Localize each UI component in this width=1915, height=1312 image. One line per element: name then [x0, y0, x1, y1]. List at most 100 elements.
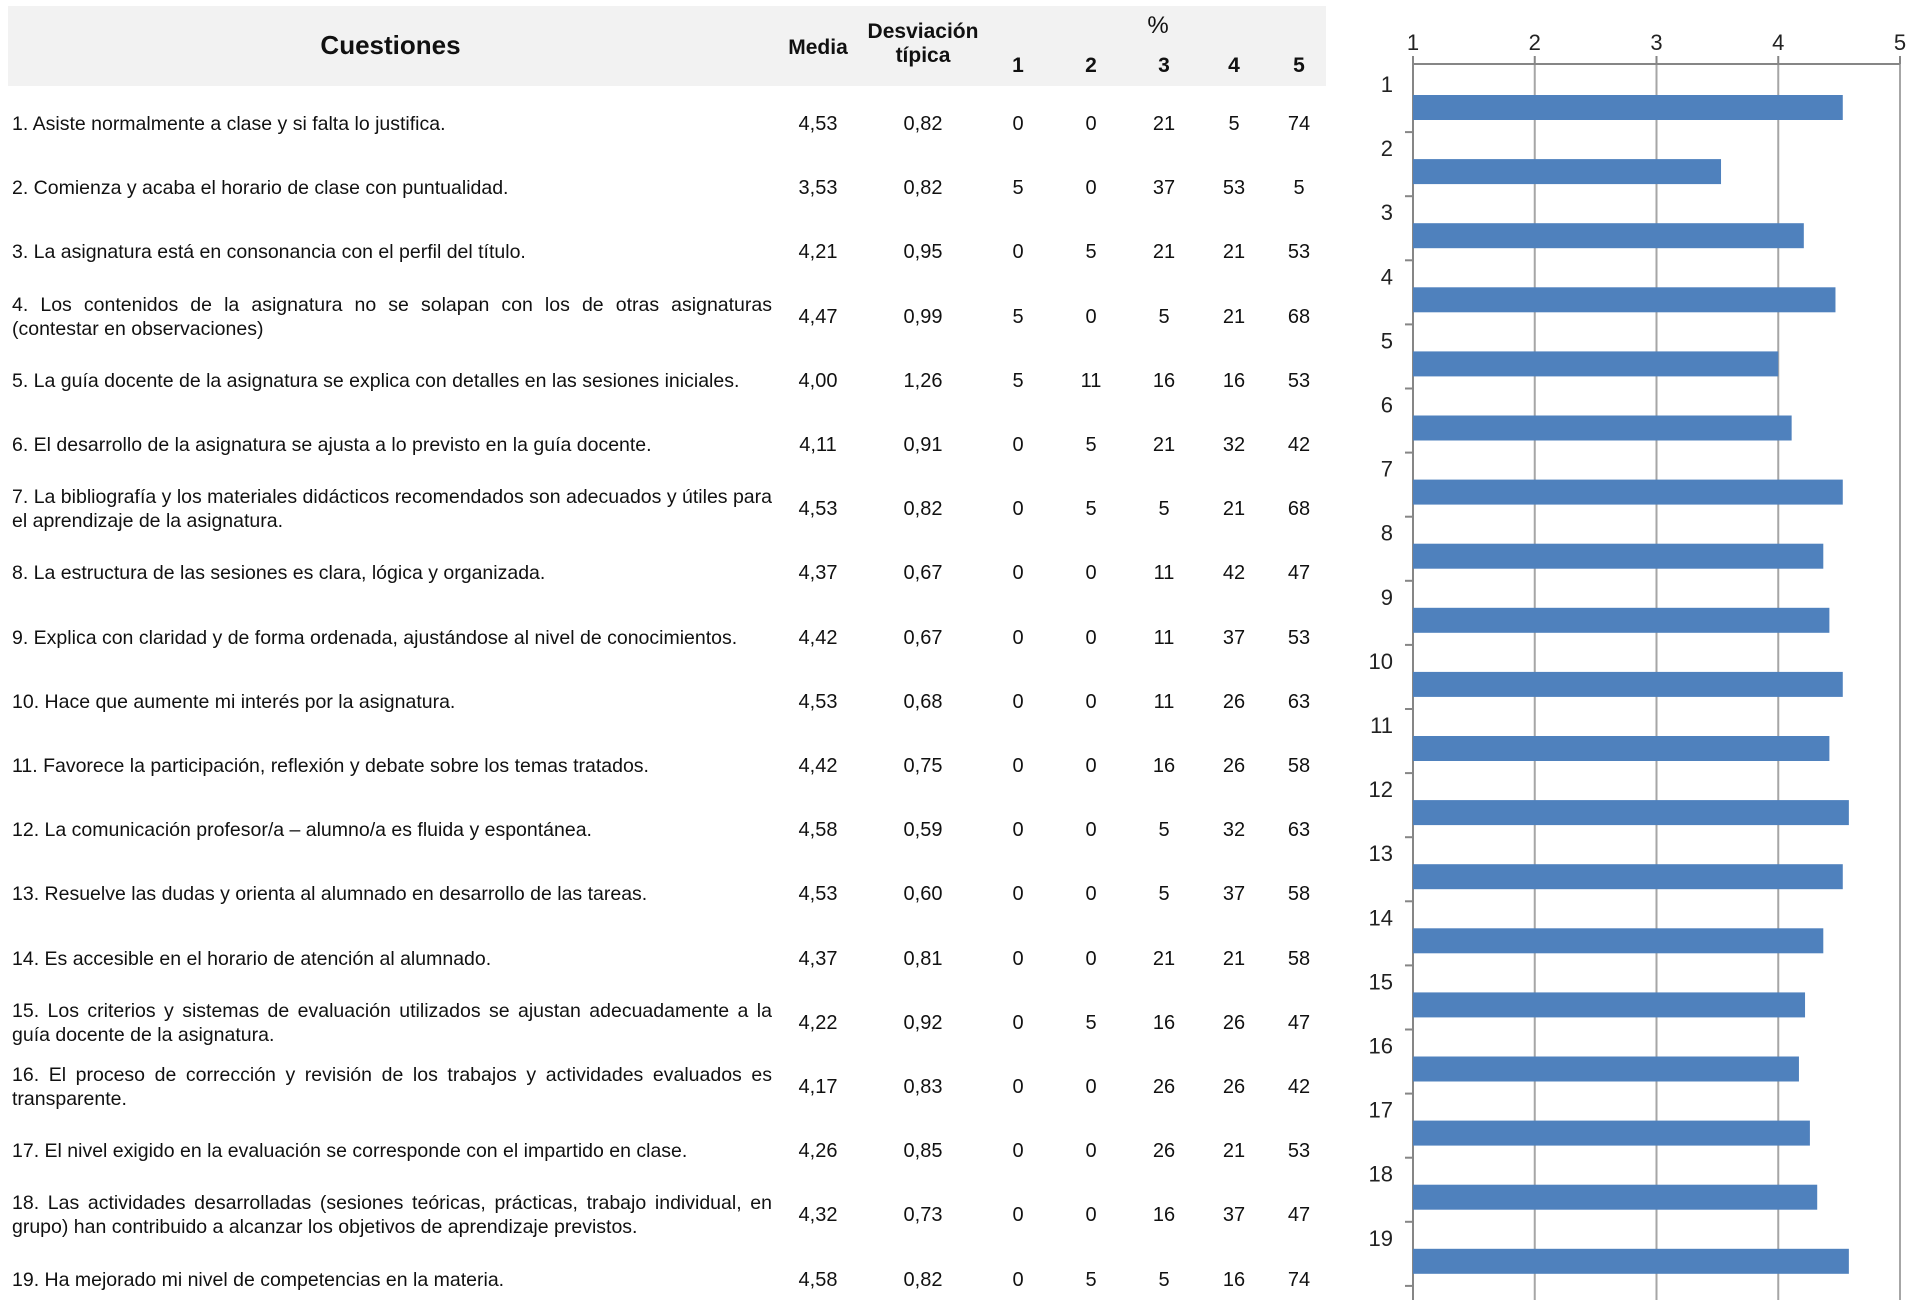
bar	[1413, 607, 1830, 633]
percent-level-3-cell: 26	[1152, 1140, 1176, 1163]
percent-level-5-cell: 74	[1287, 1268, 1311, 1291]
question-text: 12. La comunicación profesor/a – alumno/…	[12, 819, 592, 842]
percent-level-4-cell: 16	[1222, 1268, 1246, 1291]
y-tick-label: 17	[1369, 1098, 1393, 1123]
question-cell: 7. La bibliografía y los materiales didá…	[12, 477, 772, 541]
desviacion-cell: 0,73	[903, 1204, 943, 1227]
header-level-2: 2	[1085, 54, 1097, 77]
percent-level-2-cell: 0	[1085, 626, 1097, 649]
percent-level-4-cell: 21	[1222, 1140, 1246, 1163]
bar	[1413, 223, 1804, 249]
percent-level-4-cell: 32	[1222, 819, 1246, 842]
question-cell: 6. El desarrollo de la asignatura se aju…	[12, 413, 772, 477]
percent-level-2-cell: 0	[1085, 690, 1097, 713]
header-level-3: 3	[1158, 54, 1170, 77]
percent-level-5-cell: 47	[1287, 1204, 1311, 1227]
y-tick-label: 8	[1381, 521, 1393, 546]
percent-level-4-cell: 42	[1222, 562, 1246, 585]
percent-level-4-cell: 37	[1222, 1204, 1246, 1227]
percent-level-1-cell: 0	[1012, 1140, 1024, 1163]
table-row: 11. Favorece la participación, reflexión…	[8, 734, 1326, 798]
table-row: 17. El nivel exigido en la evaluación se…	[8, 1119, 1326, 1183]
media-cell: 4,53	[798, 113, 838, 135]
header-level-5: 5	[1293, 54, 1305, 77]
percent-level-2-cell: 0	[1085, 177, 1097, 200]
table-row: 18. Las actividades desarrolladas (sesio…	[8, 1183, 1326, 1247]
percent-level-3-cell: 21	[1152, 241, 1176, 264]
percent-level-2-cell: 5	[1085, 1268, 1097, 1291]
percent-level-1-cell: 0	[1012, 626, 1024, 649]
y-tick-label: 16	[1369, 1034, 1393, 1059]
question-text: 18. Las actividades desarrolladas (sesio…	[12, 1192, 772, 1239]
desviacion-cell: 0,81	[903, 947, 943, 970]
bar	[1413, 479, 1843, 505]
table-row: 12. La comunicación profesor/a – alumno/…	[8, 798, 1326, 862]
table-row: 5. La guía docente de la asignatura se e…	[8, 349, 1326, 413]
question-text: 7. La bibliografía y los materiales didá…	[12, 486, 772, 533]
table-row: 19. Ha mejorado mi nivel de competencias…	[8, 1248, 1326, 1312]
y-tick-label: 18	[1369, 1162, 1393, 1187]
percent-level-5-cell: 42	[1287, 434, 1311, 456]
percent-level-1-cell: 0	[1012, 562, 1024, 585]
media-cell: 4,17	[798, 1076, 838, 1098]
table-row: 13. Resuelve las dudas y orienta al alum…	[8, 862, 1326, 926]
table-row: 14. Es accesible en el horario de atenci…	[8, 927, 1326, 991]
media-cell: 4,58	[798, 819, 838, 842]
question-cell: 17. El nivel exigido en la evaluación se…	[12, 1119, 772, 1183]
percent-level-1-cell: 0	[1012, 1011, 1024, 1034]
percent-level-2-cell: 5	[1085, 498, 1097, 521]
percent-level-4-cell: 21	[1222, 305, 1246, 328]
percent-level-4-cell: 26	[1222, 690, 1246, 713]
y-tick-label: 7	[1381, 457, 1393, 482]
percent-level-1-cell: 0	[1012, 819, 1024, 842]
header-percent: %	[1147, 12, 1169, 39]
percent-level-5-cell: 53	[1287, 241, 1311, 264]
question-text: 14. Es accesible en el horario de atenci…	[12, 947, 492, 970]
percent-level-2-cell: 0	[1085, 113, 1097, 135]
bar	[1413, 736, 1830, 761]
percent-level-1-cell: 0	[1012, 690, 1024, 713]
question-text: 10. Hace que aumente mi interés por la a…	[12, 690, 456, 713]
percent-level-2-cell: 5	[1085, 434, 1097, 456]
table-row: 16. El proceso de corrección y revisión …	[8, 1055, 1326, 1119]
question-text: 16. El proceso de corrección y revisión …	[12, 1064, 772, 1110]
percent-level-5-cell: 53	[1287, 626, 1311, 649]
percent-level-5-cell: 47	[1287, 1011, 1311, 1034]
percent-level-5-cell: 68	[1287, 305, 1311, 328]
desviacion-cell: 0,59	[903, 819, 943, 842]
bar	[1413, 95, 1843, 120]
y-tick-label: 10	[1369, 649, 1393, 674]
question-text: 13. Resuelve las dudas y orienta al alum…	[12, 883, 648, 906]
question-text: 2. Comienza y acaba el horario de clase …	[12, 177, 509, 200]
percent-level-1-cell: 0	[1012, 434, 1024, 456]
percent-level-4-cell: 26	[1222, 755, 1246, 777]
desviacion-cell: 0,83	[903, 1076, 943, 1098]
desviacion-cell: 0,82	[903, 113, 943, 135]
desviacion-cell: 0,68	[903, 690, 943, 713]
percent-level-2-cell: 11	[1080, 369, 1102, 392]
desviacion-cell: 0,82	[903, 1268, 943, 1291]
media-cell: 4,37	[798, 562, 838, 585]
header-desviacion: Desviación típica	[853, 20, 993, 68]
percent-level-3-cell: 37	[1152, 177, 1176, 200]
percent-level-2-cell: 0	[1085, 562, 1097, 585]
question-text: 1. Asiste normalmente a clase y si falta…	[12, 113, 446, 135]
percent-level-5-cell: 58	[1287, 947, 1311, 970]
percent-level-2-cell: 0	[1085, 1076, 1097, 1098]
desviacion-cell: 0,95	[903, 241, 943, 264]
table-row: 6. El desarrollo de la asignatura se aju…	[8, 413, 1326, 477]
y-tick-label: 11	[1370, 713, 1393, 738]
table-row: 15. Los criterios y sistemas de evaluaci…	[8, 991, 1326, 1055]
percent-level-4-cell: 37	[1222, 883, 1246, 906]
desviacion-cell: 1,26	[903, 369, 943, 392]
desviacion-cell: 0,82	[903, 498, 943, 521]
question-text: 17. El nivel exigido en la evaluación se…	[12, 1140, 688, 1163]
y-tick-label: 1	[1381, 72, 1393, 97]
media-cell: 4,58	[798, 1268, 838, 1291]
question-cell: 12. La comunicación profesor/a – alumno/…	[12, 798, 772, 862]
percent-level-5-cell: 68	[1287, 498, 1311, 521]
question-text: 4. Los contenidos de la asignatura no se…	[12, 293, 772, 340]
desviacion-cell: 0,75	[903, 755, 943, 777]
y-tick-label: 6	[1381, 393, 1393, 418]
